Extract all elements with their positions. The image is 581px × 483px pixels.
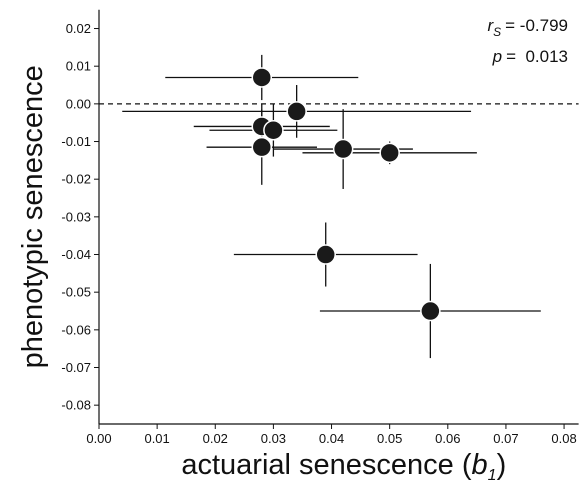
annotation-text: = -0.799: [505, 16, 568, 35]
y-axis-label: phenotypic senescence: [17, 65, 49, 368]
x-axis-label-text: actuarial senescence (: [181, 449, 471, 481]
x-tick-label: 0.05: [377, 431, 402, 446]
x-tick-label: 0.01: [144, 431, 169, 446]
annotation: p = 0.013: [492, 47, 568, 66]
x-tick-label: 0.06: [435, 431, 460, 446]
point: [315, 244, 336, 265]
y-tick-label: 0.01: [66, 59, 91, 74]
point: [251, 67, 273, 88]
x-axis-label-text: ): [497, 449, 507, 481]
point: [332, 138, 354, 160]
x-tick-label: 0.04: [319, 431, 344, 446]
y-tick-label: -0.05: [61, 285, 91, 300]
x-tick-label: 0.07: [493, 431, 518, 446]
annotation-subscript: S: [493, 25, 501, 39]
x-tick-label: 0.02: [203, 431, 228, 446]
point: [379, 142, 400, 164]
point: [263, 119, 284, 141]
y-tick-label: -0.02: [61, 172, 91, 187]
x-axis-label: actuarial senescence (b1): [181, 449, 506, 483]
point: [420, 300, 441, 322]
y-tick-label: -0.01: [61, 134, 91, 149]
y-tick-label: -0.03: [61, 209, 91, 224]
x-tick-label: 0.08: [551, 431, 576, 446]
annotation: rS = -0.799: [487, 16, 568, 39]
annotation-symbol: r: [487, 16, 494, 35]
y-tick-label: -0.07: [61, 360, 91, 375]
y-tick-label: -0.08: [61, 398, 91, 413]
point: [286, 101, 307, 122]
annotation-text: = 0.013: [506, 47, 568, 66]
x-tick-label: 0.00: [86, 431, 111, 446]
x-axis-label-symbol: b: [472, 449, 488, 481]
y-tick-label: 0.02: [66, 21, 91, 36]
y-tick-label: -0.04: [61, 247, 91, 262]
y-tick-label: -0.06: [61, 322, 91, 337]
x-axis-label-subscript: 1: [488, 467, 497, 483]
annotation-symbol: p: [492, 47, 502, 66]
x-tick-label: 0.03: [261, 431, 286, 446]
y-tick-label: 0.00: [66, 96, 91, 111]
point: [251, 136, 273, 158]
